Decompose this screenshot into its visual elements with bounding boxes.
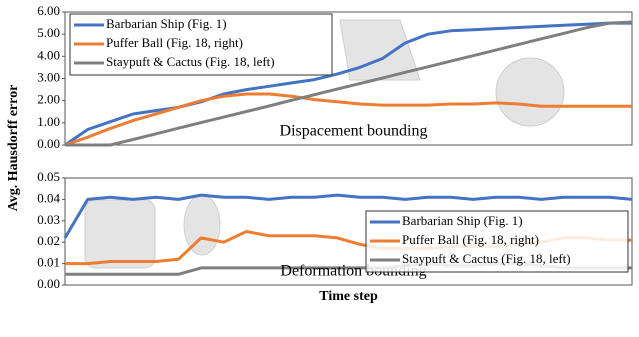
- y-tick-label: 0.01: [37, 255, 60, 270]
- y-tick-label: 1.00: [37, 114, 60, 129]
- ship-render: [339, 19, 421, 81]
- legend-label: Puffer Ball (Fig. 18, right): [402, 232, 539, 247]
- staypuft-render: [183, 194, 221, 256]
- y-tick-label: 5.00: [37, 25, 60, 40]
- line-series: [63, 193, 633, 239]
- plot-frame: [64, 177, 633, 286]
- legend-box: [365, 210, 629, 273]
- legend-label: Staypuft & Cactus (Fig. 18, left): [402, 251, 571, 266]
- legend-label: Staypuft & Cactus (Fig. 18, left): [106, 54, 275, 69]
- cactus-render: [84, 199, 156, 269]
- line-series: [65, 20, 633, 147]
- y-tick-label: 0.05: [37, 169, 60, 184]
- annotation: Dispacement bounding: [280, 123, 428, 140]
- y-tick-label: 0.00: [37, 136, 60, 151]
- y-tick-label: 6.00: [37, 3, 60, 18]
- plot-frame: [64, 11, 633, 146]
- puffer-ball-render: [495, 57, 565, 127]
- y-tick-label: 2.00: [37, 92, 60, 107]
- x-axis-label: Time step: [319, 289, 378, 304]
- y-axis-label: Avg. Hausdorff error: [6, 85, 21, 212]
- y-tick-label: 0.02: [37, 233, 60, 248]
- y-tick-label: 0.04: [37, 190, 60, 205]
- legend-label: Barbarian Ship (Fig. 1): [106, 16, 227, 31]
- y-tick-label: 0.00: [37, 276, 60, 291]
- line-series: [64, 92, 632, 147]
- y-tick-label: 3.00: [37, 69, 60, 84]
- line-series: [64, 21, 632, 147]
- legend-label: Barbarian Ship (Fig. 1): [402, 213, 523, 228]
- y-tick-label: 4.00: [37, 47, 60, 62]
- y-tick-label: 0.03: [37, 212, 60, 227]
- legend-label: Puffer Ball (Fig. 18, right): [106, 35, 243, 50]
- legend-box: [69, 13, 333, 76]
